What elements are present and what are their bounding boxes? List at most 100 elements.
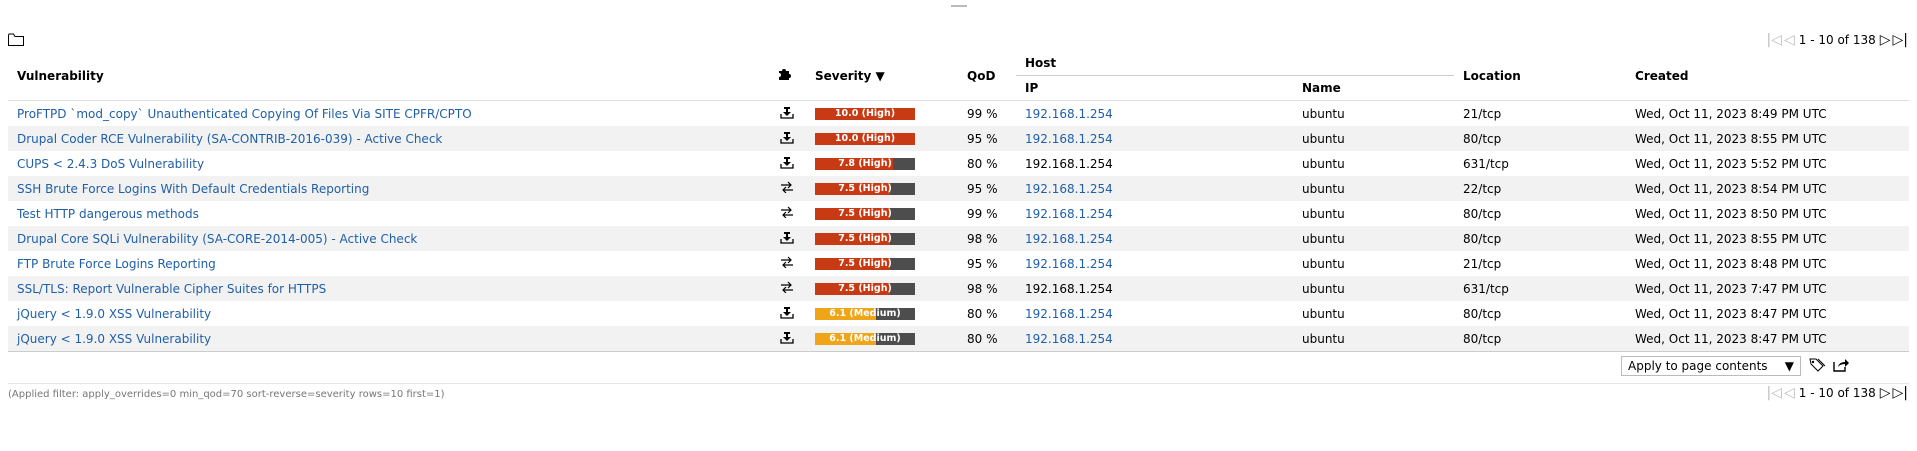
next-page-icon[interactable]: ▷ [1879,385,1891,401]
severity-label: 7.5 (High) [838,232,892,244]
created-value: Wed, Oct 11, 2023 8:47 PM UTC [1626,326,1910,351]
puzzle-icon [777,69,791,84]
table-row: SSH Brute Force Logins With Default Cred… [8,176,1910,201]
col-vulnerability[interactable]: Vulnerability [8,51,768,101]
created-value: Wed, Oct 11, 2023 5:52 PM UTC [1635,156,1827,171]
chevron-down-icon: ▼ [1784,359,1794,373]
qod-value: 98 % [958,226,1016,251]
location-value: 80/tcp [1463,206,1502,221]
location-value: 80/tcp [1454,126,1627,151]
severity-fill [815,307,876,320]
qod-value: 80 % [967,156,998,171]
next-page-icon[interactable]: ▷ [1879,32,1891,48]
host-ip-link[interactable]: 192.168.1.254 [1025,106,1113,121]
severity-bar: 7.5 (High) [815,282,915,295]
col-name[interactable]: Name [1293,75,1455,101]
pagination-bottom: |◁ ◁ 1 - 10 of 138 ▷ ▷| [1766,386,1910,400]
vulnerability-link[interactable]: Drupal Core SQLi Vulnerability (SA-CORE-… [17,231,418,246]
previous-page-icon[interactable]: ◁ [1783,32,1795,48]
host-name: ubuntu [1293,326,1455,351]
download-install-icon [780,305,794,322]
download-install-icon [780,155,794,172]
severity-fill [815,282,890,295]
folder-icon[interactable] [8,33,24,49]
workaround-arrows-icon [780,181,794,196]
col-solution-type[interactable] [768,51,806,101]
severity-fill [815,207,890,220]
workaround-arrows-icon [780,281,794,296]
severity-label: 7.5 (High) [838,182,892,194]
severity-fill [815,232,890,245]
vulnerability-link[interactable]: CUPS < 2.4.3 DoS Vulnerability [17,156,205,171]
vulnerability-link[interactable]: SSL/TLS: Report Vulnerable Cipher Suites… [17,281,327,296]
created-value: Wed, Oct 11, 2023 8:48 PM UTC [1635,256,1827,271]
host-ip-link[interactable]: 192.168.1.254 [1025,231,1113,246]
vulnerability-link[interactable]: jQuery < 1.9.0 XSS Vulnerability [17,306,212,321]
bulk-actions: Apply to page contents ▼ [1621,356,1849,376]
first-page-icon[interactable]: |◁ [1766,32,1782,48]
table-row: Drupal Core SQLi Vulnerability (SA-CORE-… [8,226,1910,251]
severity-fill [815,157,893,170]
export-icon[interactable] [1833,358,1849,375]
table-row: FTP Brute Force Logins Reporting 7.5 (Hi… [8,251,1909,276]
table-row: jQuery < 1.9.0 XSS Vulnerability 6.1 (Me… [8,326,1910,351]
severity-label: 10.0 (High) [834,107,896,119]
host-ip-link[interactable]: 192.168.1.254 [1025,181,1113,196]
host-ip-text: 192.168.1.254 [1025,281,1113,296]
severity-fill [815,132,915,145]
host-ip-link[interactable]: 192.168.1.254 [1025,131,1113,146]
workaround-arrows-icon [780,206,794,221]
severity-label: 7.5 (High) [838,282,892,294]
vulnerability-link[interactable]: Test HTTP dangerous methods [17,206,199,221]
severity-bar: 7.5 (High) [815,232,915,245]
col-location[interactable]: Location [1454,51,1627,101]
download-install-icon [780,230,794,247]
col-ip[interactable]: IP [1016,75,1293,101]
table-row: jQuery < 1.9.0 XSS Vulnerability 6.1 (Me… [8,301,1909,326]
vulnerability-link[interactable]: SSH Brute Force Logins With Default Cred… [17,181,370,196]
pagination-text: 1 - 10 of 138 [1798,33,1876,47]
vulnerability-link[interactable]: ProFTPD `mod_copy` Unauthenticated Copyi… [17,106,472,121]
previous-page-icon[interactable]: ◁ [1783,385,1795,401]
host-ip-link[interactable]: 192.168.1.254 [1025,256,1113,271]
last-page-icon[interactable]: ▷| [1892,385,1908,401]
bulk-action-select[interactable]: Apply to page contents ▼ [1621,356,1801,376]
severity-bar: 7.5 (High) [815,182,915,195]
qod-value: 95 % [958,126,1016,151]
severity-bar: 10.0 (High) [815,132,915,145]
severity-bar: 10.0 (High) [815,107,915,120]
severity-fill [815,332,876,345]
panel-resize-handle[interactable] [951,5,967,7]
created-value: Wed, Oct 11, 2023 7:47 PM UTC [1626,276,1910,301]
vulnerability-link[interactable]: jQuery < 1.9.0 XSS Vulnerability [17,331,212,346]
severity-bar: 6.1 (Medium) [815,332,915,345]
location-value: 22/tcp [1454,176,1627,201]
location-value: 21/tcp [1463,256,1502,271]
tag-icon[interactable] [1809,358,1826,375]
location-value: 631/tcp [1463,156,1509,171]
host-ip-link[interactable]: 192.168.1.254 [1025,331,1113,346]
location-value: 631/tcp [1454,276,1627,301]
col-qod[interactable]: QoD [958,51,1016,101]
host-name: ubuntu [1302,206,1345,221]
host-ip-link[interactable]: 192.168.1.254 [1025,306,1113,321]
host-name: ubuntu [1293,226,1455,251]
host-name: ubuntu [1293,126,1455,151]
applied-filter-text: (Applied filter: apply_overrides=0 min_q… [8,389,445,400]
col-created[interactable]: Created [1626,51,1910,101]
host-ip-link[interactable]: 192.168.1.254 [1025,206,1113,221]
severity-fill [815,257,890,270]
vulnerability-link[interactable]: Drupal Coder RCE Vulnerability (SA-CONTR… [17,131,443,146]
table-footer-divider [8,351,1909,352]
pagination-top: |◁ ◁ 1 - 10 of 138 ▷ ▷| [1766,33,1910,47]
last-page-icon[interactable]: ▷| [1892,32,1908,48]
severity-label: 6.1 (Medium) [829,332,901,344]
qod-value: 80 % [958,326,1016,351]
vulnerability-link[interactable]: FTP Brute Force Logins Reporting [17,256,216,271]
severity-bar: 6.1 (Medium) [815,307,915,320]
first-page-icon[interactable]: |◁ [1766,385,1782,401]
host-name: ubuntu [1302,306,1345,321]
col-severity[interactable]: Severity ▼ [806,51,958,101]
created-value: Wed, Oct 11, 2023 8:47 PM UTC [1635,306,1827,321]
host-name: ubuntu [1293,176,1455,201]
